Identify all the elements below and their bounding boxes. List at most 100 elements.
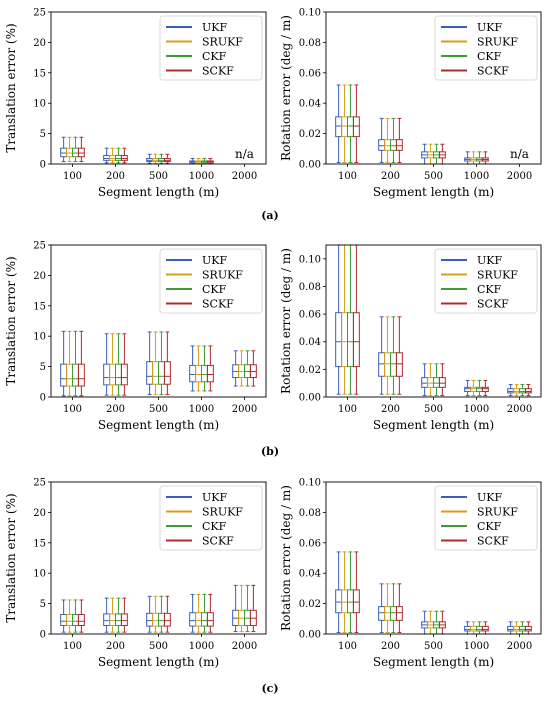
box-ukf-200 <box>378 583 386 633</box>
chart-panel-2: 0.00 0.02 0.04 0.06 0.08 0.10 100 200 500 1000 200… <box>279 8 542 199</box>
box-srukf-500 <box>427 610 434 635</box>
y-tick-label: 25 <box>33 8 46 19</box>
box-iqr <box>109 154 117 161</box>
box-iqr <box>421 377 429 388</box>
box-iqr <box>77 363 85 387</box>
y-axis-label: Translation error (%) <box>4 256 18 385</box>
box-sckf-100 <box>77 136 85 163</box>
box-iqr <box>189 364 197 383</box>
x-axis-label: Segment length (m) <box>373 185 494 199</box>
x-axis-label: Segment length (m) <box>98 655 219 669</box>
x-tick-label: 1000 <box>464 641 489 652</box>
box-ckf-200 <box>115 147 122 164</box>
box-srukf-200 <box>109 333 117 396</box>
legend-label-srukf: SRUKF <box>477 506 518 519</box>
legend-label-ukf: UKF <box>202 254 227 267</box>
box-ukf-2000 <box>507 621 515 635</box>
box-sckf-1000 <box>206 345 214 392</box>
x-axis-label: Segment length (m) <box>98 418 219 432</box>
x-axis-label: Segment length (m) <box>98 185 219 199</box>
box-sckf-500 <box>163 595 171 633</box>
box-iqr <box>352 312 360 368</box>
box-ckf-500 <box>433 610 440 635</box>
box-ckf-100 <box>347 84 354 163</box>
box-iqr <box>464 625 472 632</box>
box-sckf-200 <box>395 117 403 163</box>
box-iqr <box>72 363 79 387</box>
box-ckf-100 <box>347 551 354 633</box>
legend-label-ukf: UKF <box>477 21 502 34</box>
x-tick-label: 1000 <box>189 171 214 182</box>
box-iqr <box>507 625 515 632</box>
box-iqr <box>195 612 202 627</box>
box-iqr <box>120 154 128 161</box>
box-srukf-500 <box>427 363 434 397</box>
legend-label-sckf: SCKF <box>202 65 234 78</box>
annotation-na: n/a <box>235 147 254 161</box>
box-srukf-100 <box>341 551 348 633</box>
x-tick-label: 500 <box>424 171 443 182</box>
x-tick-label: 1000 <box>189 641 214 652</box>
box-sckf-100 <box>352 84 360 163</box>
box-ukf-100 <box>60 599 68 633</box>
box-ckf-100 <box>72 330 79 397</box>
box-sckf-1000 <box>481 621 489 635</box>
box-sckf-2000 <box>524 384 532 397</box>
x-tick-label: 1000 <box>464 171 489 182</box>
y-tick-label: 5 <box>40 599 46 610</box>
y-tick-label: 0 <box>40 160 46 171</box>
box-ckf-200 <box>390 117 397 163</box>
box-srukf-500 <box>152 595 159 633</box>
box-sckf-100 <box>77 599 85 633</box>
box-ukf-500 <box>421 363 429 397</box>
axes-frame <box>50 481 267 635</box>
y-tick-label: 0.04 <box>299 337 321 348</box>
y-axis-label: Translation error (%) <box>4 23 18 152</box>
y-tick-label: 20 <box>33 38 46 49</box>
x-tick-label: 500 <box>149 404 168 415</box>
box-sckf-200 <box>120 147 128 164</box>
x-tick-label: 1000 <box>464 404 489 415</box>
box-iqr <box>378 352 386 377</box>
legend-label-srukf: SRUKF <box>477 269 518 282</box>
legend-label-ukf: UKF <box>477 254 502 267</box>
box-iqr <box>481 386 489 392</box>
box-sckf-1000 <box>206 593 214 633</box>
y-tick-label: 25 <box>33 478 46 489</box>
legend-box <box>159 248 263 314</box>
x-tick-label: 500 <box>424 404 443 415</box>
box-iqr <box>335 116 343 138</box>
box-ckf-1000 <box>201 593 208 633</box>
box-srukf-500 <box>427 143 434 165</box>
box-srukf-500 <box>152 153 159 164</box>
box-iqr <box>476 625 483 632</box>
box-srukf-1000 <box>470 379 477 397</box>
box-iqr <box>341 116 348 138</box>
legend-box <box>159 485 263 551</box>
box-iqr <box>103 154 111 161</box>
box-iqr <box>335 312 343 368</box>
box-iqr <box>341 589 348 614</box>
box-ckf-200 <box>115 597 122 633</box>
box-iqr <box>77 147 85 158</box>
box-srukf-2000 <box>238 584 245 633</box>
box-iqr <box>146 361 154 385</box>
box-ukf-100 <box>335 551 343 633</box>
y-tick-label: 15 <box>33 68 46 79</box>
x-tick-label: 200 <box>381 641 400 652</box>
legend-label-sckf: SCKF <box>477 65 509 78</box>
x-tick-label: 200 <box>106 171 125 182</box>
box-ckf-1000 <box>476 379 483 397</box>
axes-frame <box>50 244 267 398</box>
y-tick-label: 0.02 <box>299 599 321 610</box>
box-iqr <box>66 363 74 387</box>
legend-label-ckf: CKF <box>202 283 227 296</box>
y-tick-label: 20 <box>33 508 46 519</box>
box-ukf-2000 <box>232 584 240 633</box>
box-srukf-2000 <box>238 350 245 387</box>
box-ckf-500 <box>433 363 440 397</box>
box-iqr <box>390 139 397 151</box>
